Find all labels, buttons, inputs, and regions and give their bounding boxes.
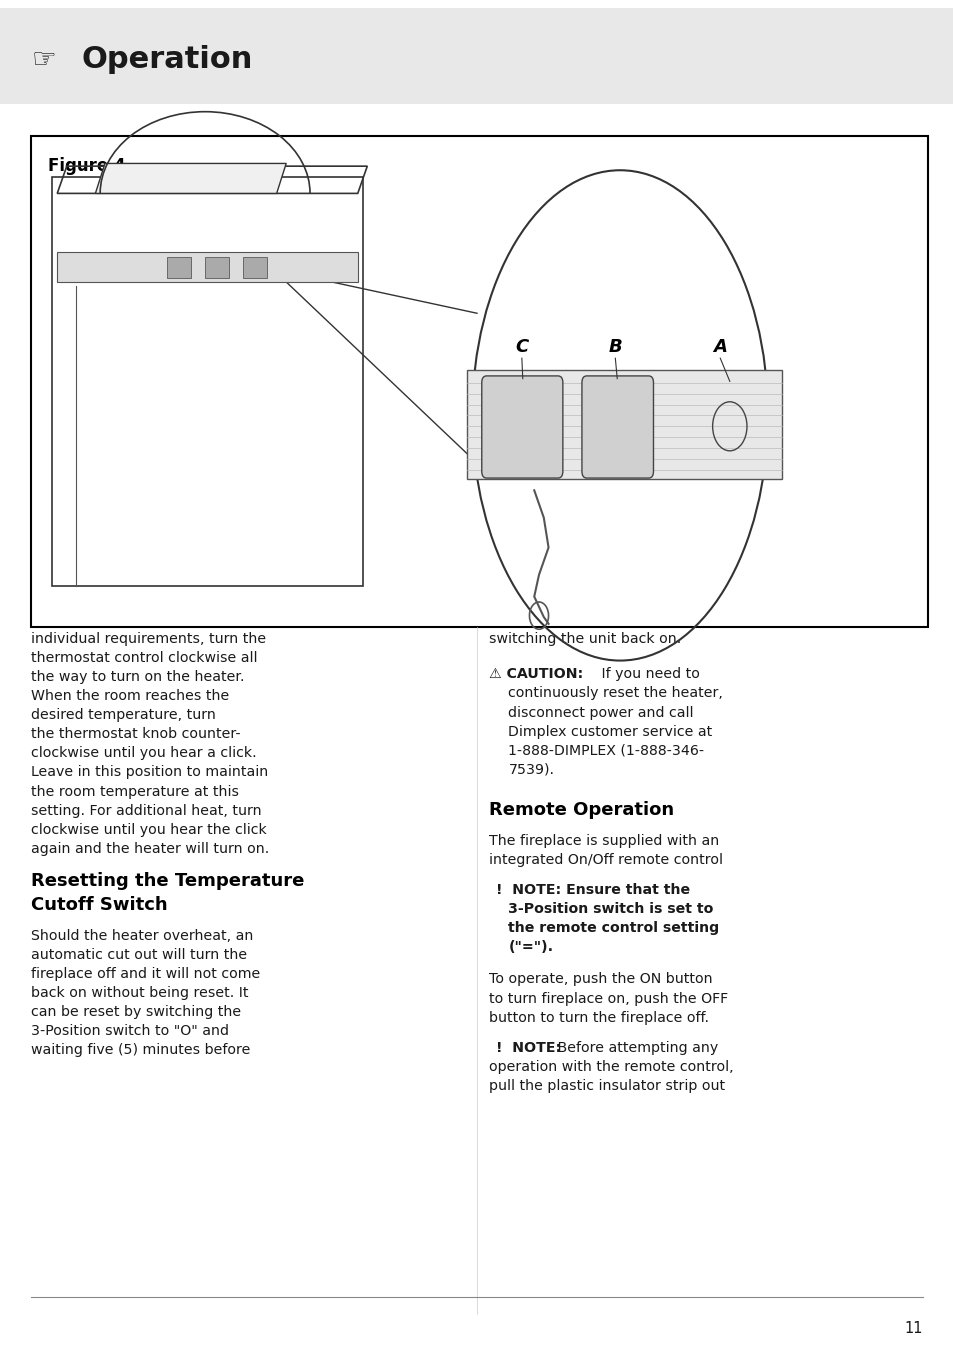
- Text: integrated On/Off remote control: integrated On/Off remote control: [489, 853, 722, 866]
- Text: to turn fireplace on, push the OFF: to turn fireplace on, push the OFF: [489, 992, 728, 1005]
- Text: waiting five (5) minutes before: waiting five (5) minutes before: [31, 1043, 251, 1057]
- Text: switching the unit back on.: switching the unit back on.: [489, 632, 681, 646]
- FancyBboxPatch shape: [467, 370, 781, 479]
- FancyBboxPatch shape: [31, 136, 927, 627]
- Text: The fireplace is supplied with an: The fireplace is supplied with an: [489, 834, 719, 847]
- Text: Cutoff Switch: Cutoff Switch: [31, 896, 168, 914]
- Text: the room temperature at this: the room temperature at this: [31, 785, 239, 798]
- Text: operation with the remote control,: operation with the remote control,: [489, 1060, 733, 1073]
- Text: To operate, push the ON button: To operate, push the ON button: [489, 972, 712, 986]
- FancyBboxPatch shape: [205, 257, 229, 278]
- Text: pull the plastic insulator strip out: pull the plastic insulator strip out: [489, 1079, 725, 1092]
- Text: Resetting the Temperature: Resetting the Temperature: [31, 872, 305, 889]
- Text: Operation: Operation: [81, 45, 253, 75]
- Text: 3-Position switch to "O" and: 3-Position switch to "O" and: [31, 1024, 230, 1038]
- Text: ☞: ☞: [31, 46, 56, 74]
- FancyBboxPatch shape: [167, 257, 191, 278]
- Text: clockwise until you hear the click: clockwise until you hear the click: [31, 823, 267, 836]
- Text: the thermostat knob counter-: the thermostat knob counter-: [31, 727, 241, 741]
- Text: A: A: [713, 338, 726, 357]
- Text: Leave in this position to maintain: Leave in this position to maintain: [31, 765, 269, 779]
- Text: ("=").: ("=").: [508, 940, 553, 953]
- Text: C: C: [515, 338, 528, 357]
- Text: thermostat control clockwise all: thermostat control clockwise all: [31, 651, 257, 665]
- Text: continuously reset the heater,: continuously reset the heater,: [508, 686, 722, 700]
- Text: B: B: [608, 338, 621, 357]
- Text: desired temperature, turn: desired temperature, turn: [31, 708, 216, 722]
- Text: Figure 4: Figure 4: [48, 157, 125, 174]
- Text: 7539).: 7539).: [508, 763, 554, 776]
- Text: When the room reaches the: When the room reaches the: [31, 689, 230, 703]
- Text: back on without being reset. It: back on without being reset. It: [31, 986, 249, 1000]
- Text: disconnect power and call: disconnect power and call: [508, 706, 693, 719]
- Text: 3-Position switch is set to: 3-Position switch is set to: [508, 902, 713, 915]
- FancyBboxPatch shape: [0, 8, 953, 104]
- Text: Should the heater overheat, an: Should the heater overheat, an: [31, 929, 253, 943]
- Text: the way to turn on the heater.: the way to turn on the heater.: [31, 670, 245, 684]
- Text: can be reset by switching the: can be reset by switching the: [31, 1005, 241, 1019]
- Text: If you need to: If you need to: [597, 667, 700, 681]
- Text: Before attempting any: Before attempting any: [553, 1041, 718, 1054]
- FancyBboxPatch shape: [57, 252, 357, 282]
- Text: Dimplex customer service at: Dimplex customer service at: [508, 725, 712, 738]
- Text: again and the heater will turn on.: again and the heater will turn on.: [31, 842, 270, 855]
- Text: setting. For additional heat, turn: setting. For additional heat, turn: [31, 804, 262, 817]
- Polygon shape: [95, 163, 286, 193]
- Text: 11: 11: [903, 1321, 922, 1336]
- Text: 1-888-DIMPLEX (1-888-346-: 1-888-DIMPLEX (1-888-346-: [508, 744, 704, 757]
- Text: automatic cut out will turn the: automatic cut out will turn the: [31, 948, 248, 962]
- Text: clockwise until you hear a click.: clockwise until you hear a click.: [31, 746, 257, 760]
- FancyBboxPatch shape: [581, 376, 653, 478]
- Text: button to turn the fireplace off.: button to turn the fireplace off.: [489, 1011, 709, 1024]
- Text: ⚠ CAUTION:: ⚠ CAUTION:: [489, 667, 583, 681]
- Text: !  NOTE: Ensure that the: ! NOTE: Ensure that the: [496, 883, 689, 896]
- Text: individual requirements, turn the: individual requirements, turn the: [31, 632, 266, 646]
- Text: the remote control setting: the remote control setting: [508, 921, 719, 934]
- FancyBboxPatch shape: [481, 376, 562, 478]
- Text: fireplace off and it will not come: fireplace off and it will not come: [31, 967, 260, 981]
- FancyBboxPatch shape: [243, 257, 267, 278]
- Text: !  NOTE:: ! NOTE:: [496, 1041, 560, 1054]
- Text: Remote Operation: Remote Operation: [489, 801, 674, 819]
